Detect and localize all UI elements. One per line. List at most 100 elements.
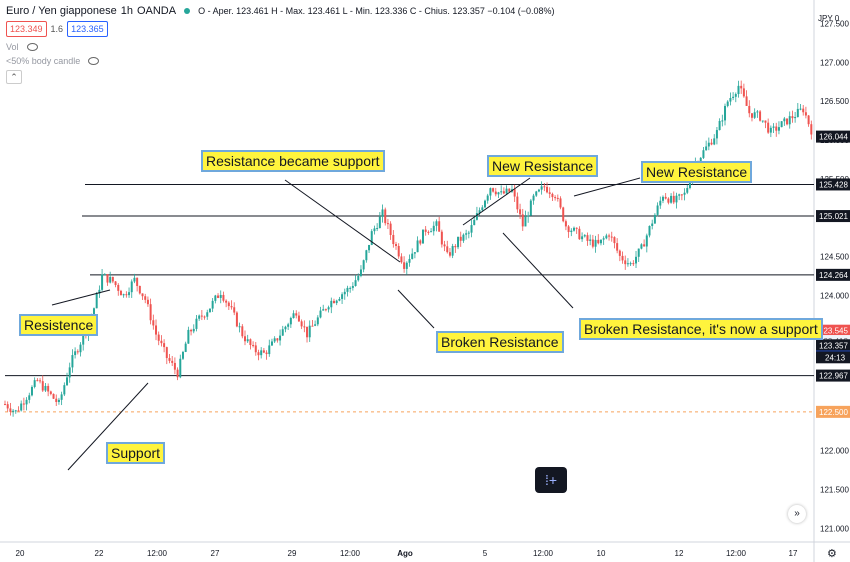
candle-body (190, 329, 193, 332)
candle-body (68, 367, 71, 378)
scroll-to-realtime-button[interactable]: » (788, 505, 806, 523)
candle-body (726, 101, 729, 106)
candle-body (680, 194, 683, 196)
candle-body (22, 403, 25, 405)
buy-button[interactable]: 123.365 (67, 21, 108, 37)
candle-body (146, 299, 149, 305)
candle-body (376, 228, 379, 230)
candle-body (49, 391, 52, 394)
candle-body (475, 213, 478, 220)
candle-body (176, 369, 179, 378)
candle-body (381, 209, 384, 217)
volume-indicator-label[interactable]: Vol (6, 42, 19, 52)
y-tick-label: 121.500 (820, 486, 849, 495)
candle-body (168, 358, 171, 361)
candle-body (635, 256, 638, 264)
candle-body (373, 228, 376, 232)
candle-body (678, 194, 681, 196)
candle-body (683, 192, 686, 195)
candle-body (163, 343, 166, 348)
x-tick-label: 22 (95, 549, 104, 558)
collapse-legend-button[interactable]: ⌃ (6, 70, 22, 84)
candle-body (424, 229, 427, 232)
candle-body (152, 320, 155, 326)
candle-body (111, 276, 114, 282)
candle-body (537, 189, 540, 192)
symbol-name[interactable]: Euro / Yen giapponese (6, 5, 117, 17)
annotation-resistance-became-support[interactable]: Resistance became support (201, 150, 385, 172)
x-tick-label: 12:00 (533, 549, 554, 558)
candle-body (306, 326, 309, 338)
candle-body (748, 105, 751, 114)
countdown-badge (816, 351, 850, 364)
candle-body (292, 313, 295, 319)
price-axis-badge (816, 324, 850, 337)
candle-body (621, 255, 624, 261)
candle-body (25, 399, 28, 405)
candle-body (438, 221, 441, 232)
candle-body (300, 321, 303, 327)
candle-body (702, 150, 705, 158)
candle-body (55, 398, 58, 402)
candle-body (632, 263, 635, 265)
interval-label[interactable]: 1h (120, 5, 133, 17)
candle-body (395, 244, 398, 246)
y-tick-label: 127.000 (820, 58, 849, 67)
candle-body (273, 338, 276, 342)
candle-body (52, 393, 55, 399)
candle-body (586, 235, 589, 241)
candle-body (767, 122, 770, 133)
candle-body (594, 239, 597, 247)
candle-body (554, 197, 557, 199)
candle-body (710, 142, 713, 145)
candle-body (516, 196, 519, 210)
candle-body (30, 386, 33, 396)
annotation-support[interactable]: Support (106, 442, 166, 464)
annotation-new-resistance-1[interactable]: New Resistance (487, 155, 599, 177)
annotation-broken-resistance-now-support[interactable]: Broken Resistance, it's now a support (579, 318, 823, 340)
annotation-resistence[interactable]: Resistence (19, 314, 99, 336)
annotation-broken-resistance[interactable]: Broken Resistance (436, 331, 564, 353)
candle-body (284, 326, 287, 330)
candle-body (769, 127, 772, 133)
candle-body (303, 326, 306, 328)
candle-body (370, 231, 373, 245)
ohlc-values: O - Aper. 123.461 H - Max. 123.461 L - M… (198, 6, 555, 16)
candle-body (608, 235, 611, 237)
y-tick-label: 127.500 (820, 20, 849, 29)
candle-body (699, 157, 702, 165)
candle-body (759, 111, 762, 121)
candle-body (788, 116, 791, 125)
gear-icon[interactable]: ⚙ (827, 548, 837, 560)
price-axis-badge-text: 125.021 (819, 212, 848, 221)
candle-body (597, 239, 600, 244)
y-tick-label: 126.500 (820, 97, 849, 106)
candle-body (260, 350, 263, 356)
candle-body (540, 186, 543, 190)
candle-body (624, 260, 627, 265)
candle-body (570, 230, 573, 233)
candle-body (241, 326, 244, 337)
drawing-tool-button[interactable]: ⁞+ (535, 467, 567, 493)
sell-button[interactable]: 123.349 (6, 21, 47, 37)
candle-body (724, 105, 727, 121)
candle-body (446, 246, 449, 253)
candle-body (349, 287, 352, 289)
candle-body (60, 394, 63, 400)
candle-body (44, 385, 47, 391)
candle-body (575, 227, 578, 229)
candle-body (478, 210, 481, 214)
eye-icon[interactable] (88, 57, 100, 65)
annotation-new-resistance-2[interactable]: New Resistance (641, 161, 753, 183)
candle-body (753, 112, 756, 118)
candle-body (122, 294, 125, 296)
candle-body (4, 404, 6, 406)
candle-body (535, 191, 538, 196)
candle-body (230, 306, 233, 308)
candle-body (14, 410, 17, 412)
candle-body (750, 113, 753, 118)
currency-code: JPY (818, 14, 833, 23)
eye-icon[interactable] (26, 43, 38, 51)
body-candle-indicator-label[interactable]: <50% body candle (6, 56, 81, 66)
